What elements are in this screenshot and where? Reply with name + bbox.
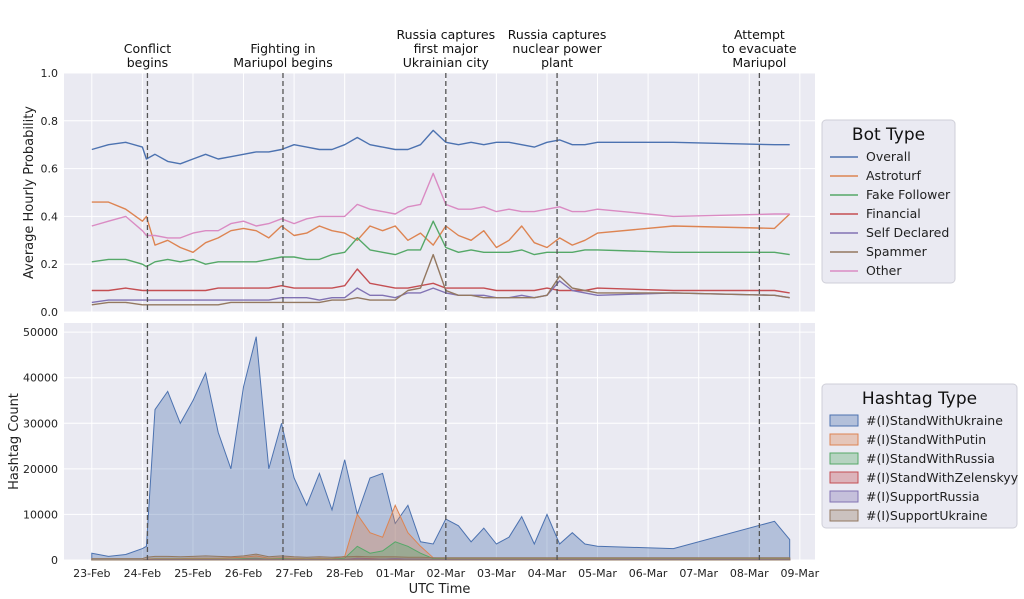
event-label: Russia captures [397,27,496,42]
legend-swatch [829,452,859,465]
legend-box [821,119,956,284]
legend-swatch [829,509,859,522]
event-label: Mariupol begins [233,55,332,70]
legend-item-label: #(I)SupportRussia [866,489,980,504]
top-ytick-label: 0.4 [41,210,59,223]
series-line-astroturf [91,201,791,254]
top-ytick-label: 0.6 [41,163,59,176]
series-area-5 [91,553,791,561]
legend-title: Bot Type [852,125,925,145]
top-ytick-label: 0.0 [41,306,59,319]
xtick-label: 03-Mar [477,567,516,580]
event-label: begins [127,55,168,70]
xtick-label: 28-Feb [326,567,363,580]
legend-swatch [829,490,859,503]
xtick-label: 02-Mar [426,567,465,580]
xtick-label: 05-Mar [578,567,617,580]
xtick-label: 24-Feb [124,567,161,580]
legend-item-label: #(I)SupportUkraine [866,508,988,523]
xtick-label: 07-Mar [679,567,718,580]
xtick-label: 08-Mar [730,567,769,580]
legend-item-label: #(I)StandWithZelenskyy [866,470,1019,485]
legend-item-label: Self Declared [866,225,949,240]
hashtag-count-panel: 0 10000 20000 30000 40000 50000 Hashtag Count [7,323,815,567]
legend-box [821,383,1018,529]
series-line-fake-follower [91,220,790,268]
legend-item-label: #(I)StandWithUkraine [866,413,1003,428]
x-axis: 23-Feb 24-Feb 25-Feb 26-Feb 27-Feb 28-Feb 01-M… [73,567,820,597]
bottom-ytick-label: 30000 [23,417,58,430]
top-background [64,73,815,312]
bot-probability-panel: 0.0 0.2 0.4 0.6 0.8 1.0 Average Hourly Probabi… [22,67,815,319]
top-ytick-label: 0.2 [41,258,59,271]
xtick-label: 25-Feb [174,567,211,580]
series-area-0 [91,336,791,561]
legend-item-label: Other [866,263,902,278]
event-label: Attempt [734,27,785,42]
event-label: nuclear power [512,41,602,56]
event-label: first major [414,41,479,56]
top-ytick-label: 0.8 [41,115,59,128]
legend-swatch [829,414,859,427]
legend-swatch [829,433,859,446]
xtick-label: 23-Feb [73,567,110,580]
x-axis-label: UTC Time [409,582,471,597]
series-line-spammer [91,253,790,306]
bottom-ytick-label: 40000 [23,372,58,385]
xtick-label: 04-Mar [528,567,567,580]
event-label: to evacuate [722,41,797,56]
xtick-label: 06-Mar [629,567,668,580]
bottom-background [64,323,815,560]
legend-item-label: Fake Follower [866,187,951,202]
event-label: Ukrainian city [403,55,490,70]
xtick-label: 26-Feb [225,567,262,580]
legend-title: Hashtag Type [862,389,977,409]
legend-item-label: Astroturf [866,168,921,183]
legend-swatch [829,471,859,484]
bottom-ytick-label: 0 [51,554,58,567]
top-ytick-label: 1.0 [41,67,59,80]
series-line-financial [91,268,790,294]
series-line-overall [91,129,790,165]
xtick-label: 27-Feb [275,567,312,580]
bottom-ytick-label: 20000 [23,463,58,476]
event-label: Fighting in [250,41,315,56]
bot-type-legend: Bot Type Overall Astroturf Fake Follower Fin… [821,119,956,284]
bottom-ytick-label: 10000 [23,508,58,521]
hashtag-type-legend: Hashtag Type #(I)StandWithUkraine #(I)Stan… [821,383,1019,529]
event-label: Mariupol [732,55,786,70]
event-label: plant [541,55,573,70]
event-label: Conflict [124,41,172,56]
xtick-label: 01-Mar [376,567,415,580]
legend-item-label: Overall [866,149,911,164]
legend-item-label: #(I)StandWithPutin [866,432,986,447]
xtick-label: 09-Mar [780,567,819,580]
event-label: Russia captures [508,27,607,42]
legend-item-label: Spammer [866,244,928,259]
legend-item-label: #(I)StandWithRussia [866,451,995,466]
legend-item-label: Financial [866,206,921,221]
bottom-ylabel: Hashtag Count [7,393,22,490]
top-ylabel: Average Hourly Probability [22,106,37,279]
series-line-other [91,172,790,239]
bottom-ytick-label: 50000 [23,326,58,339]
